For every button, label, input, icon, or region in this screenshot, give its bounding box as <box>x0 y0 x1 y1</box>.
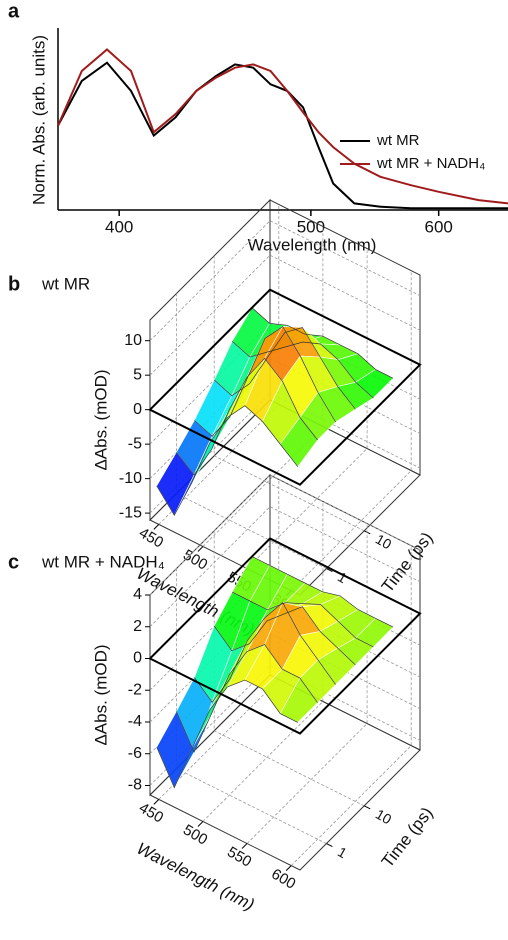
time-trace <box>232 591 374 648</box>
z-grid-line <box>149 474 421 596</box>
t-tick-label: 10 <box>373 806 395 828</box>
y-axis-title: Norm. Abs. (arb. units) <box>29 35 48 205</box>
z-tick-label: -2 <box>128 681 142 698</box>
x-tick <box>197 821 204 827</box>
time-trace <box>156 405 299 517</box>
x-grid-line <box>202 501 324 822</box>
time-trace <box>251 307 394 379</box>
z-tick-label: -5 <box>128 435 142 452</box>
z-tick-label: 0 <box>133 650 142 667</box>
time-trace <box>156 679 298 789</box>
x-tick-label: 450 <box>136 524 166 551</box>
z-tick-label: 10 <box>124 332 142 349</box>
z-tick-label: 4 <box>133 586 142 603</box>
z-tick-label: -6 <box>128 745 142 762</box>
series-line <box>57 48 508 205</box>
zero-plane <box>148 537 422 735</box>
time-trace <box>194 326 336 437</box>
z-tick-label: 5 <box>133 366 142 383</box>
x-tick-label: 400 <box>105 217 133 236</box>
x-grid-line <box>290 545 412 866</box>
x-grid-line <box>290 270 412 591</box>
time-trace <box>213 327 356 410</box>
panel-label: c <box>8 551 19 573</box>
t-tick-label: 10 <box>373 531 395 553</box>
x-grid-line <box>246 248 368 569</box>
x-grid-line <box>158 479 280 800</box>
x-tick-label: 600 <box>424 217 452 236</box>
time-trace <box>231 340 374 399</box>
panel-title: wt MR <box>41 274 90 293</box>
t-tick <box>326 843 333 848</box>
panel-title: wt MR + NADH₄ <box>41 552 165 571</box>
x-tick-label: 500 <box>180 821 210 848</box>
time-trace <box>176 357 318 476</box>
zero-plane <box>148 288 422 486</box>
x-grid-line <box>158 204 280 525</box>
z-grid-line <box>149 254 421 376</box>
x-tick <box>241 843 248 849</box>
t-tick <box>326 568 333 573</box>
t-tick-label: 1 <box>335 844 350 862</box>
z-grid-line <box>149 220 421 341</box>
series-line <box>57 61 508 210</box>
x-tick-label: 500 <box>297 217 325 236</box>
panel-label: a <box>8 0 20 22</box>
z-tick-label: -10 <box>119 470 142 487</box>
x-tick <box>197 546 204 552</box>
time-trace <box>194 602 336 703</box>
t-grid-line <box>213 530 365 807</box>
x-axis-title: Wavelength (nm) <box>248 235 377 254</box>
z-tick-label: -8 <box>128 777 142 794</box>
x-grid-line <box>202 226 324 547</box>
x-tick <box>153 524 160 530</box>
x-tick-label: 450 <box>136 799 166 826</box>
time-trace <box>176 644 318 753</box>
x-tick-label: 600 <box>268 866 298 893</box>
time-trace <box>213 606 356 666</box>
x-grid-line <box>246 523 368 844</box>
z-tick-label: 2 <box>133 618 142 635</box>
legend-label: wt MR + NADH₄ <box>376 155 485 172</box>
z-tick-label: -15 <box>119 504 142 521</box>
floor <box>149 674 421 871</box>
x-tick <box>153 799 160 805</box>
z-grid-line <box>149 601 421 723</box>
z-grid-line <box>149 506 421 627</box>
t-grid-line <box>213 255 365 532</box>
x-tick <box>285 865 292 871</box>
z-tick-label: -4 <box>128 713 142 730</box>
time-trace <box>251 556 394 628</box>
z-axis-title: ΔAbs. (mOD) <box>91 644 110 745</box>
z-axis-title: ΔAbs. (mOD) <box>91 369 110 470</box>
x-tick-label: 550 <box>224 843 254 870</box>
legend-label: wt MR <box>376 132 420 149</box>
panel-label: b <box>8 273 20 295</box>
t-tick <box>363 805 371 810</box>
z-tick-label: 0 <box>133 401 142 418</box>
